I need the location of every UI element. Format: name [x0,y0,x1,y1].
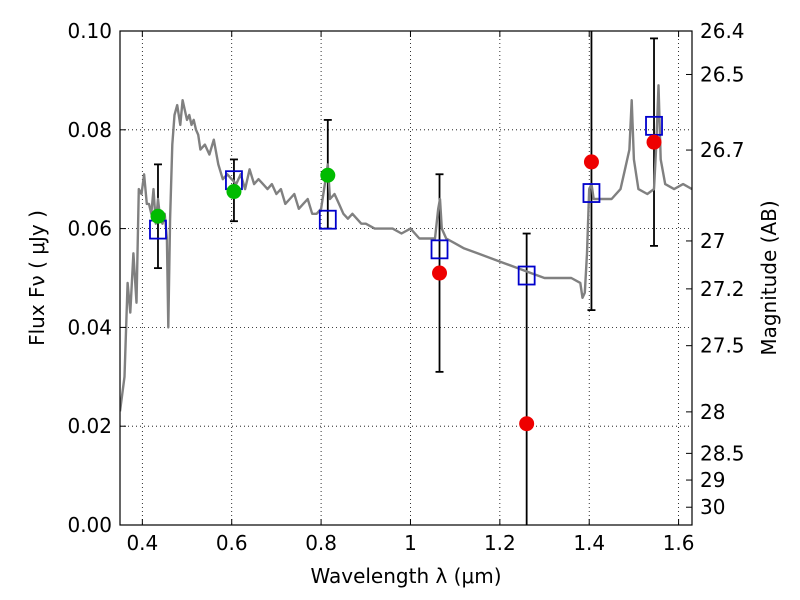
y2-tick-label: 29 [700,468,725,492]
ticks: 0.4 0.6 0.8 1 1.2 1.4 1.6 0.00 0.02 0.04 0.06 0.08 0… [67,19,744,555]
ground-photometry-point [226,184,242,200]
model-square [430,239,449,260]
x-axis-label: Wavelength λ (μm) [310,564,501,588]
ground-photometry-point [150,208,166,224]
y-tick-label: 0.02 [67,414,112,438]
y-tick-label: 0.08 [67,118,112,142]
x-tick-label: 0.4 [126,531,158,555]
x-tick-label: 1.4 [573,531,605,555]
plot-frame [119,30,693,526]
template-layer [120,84,692,412]
y2-tick-label: 28.5 [700,441,745,465]
y2-axis-label: Magnitude (AB) [757,200,781,355]
y2-tick-label: 27 [700,229,725,253]
y-tick-label: 0.04 [67,315,112,339]
plot-background [120,31,692,525]
template-spectrum-line [120,84,692,412]
y2-tick-label: 26.5 [700,62,745,86]
x-tick-label: 0.6 [216,531,248,555]
model-square [318,209,337,230]
x-tick-label: 1 [404,531,417,555]
y-tick-label: 0.00 [67,513,112,537]
hst-photometry-point [646,134,662,150]
y2-tick-label: 26.4 [700,19,745,43]
y-axis-label: Flux Fν ( μJy ) [25,210,49,346]
y-tick-label: 0.10 [67,19,112,43]
y2-tick-label: 30 [700,495,725,519]
hst-photometry-point [432,265,448,281]
y-tick-label: 0.06 [67,217,112,241]
model-square [517,265,536,286]
y2-tick-label: 26.7 [700,138,745,162]
x-tick-label: 1.6 [663,531,695,555]
model-square [582,183,601,203]
y2-tick-label: 27.5 [700,334,745,358]
y2-tick-label: 28 [700,400,725,424]
plot-area [120,31,692,525]
hst-photometry-point [583,154,599,170]
x-tick-label: 0.8 [305,531,337,555]
markers [149,115,663,432]
hst-photometry-point [519,416,535,432]
y2-tick-label: 27.2 [700,277,745,301]
ground-photometry-point [320,167,336,183]
x-tick-label: 1.2 [484,531,516,555]
